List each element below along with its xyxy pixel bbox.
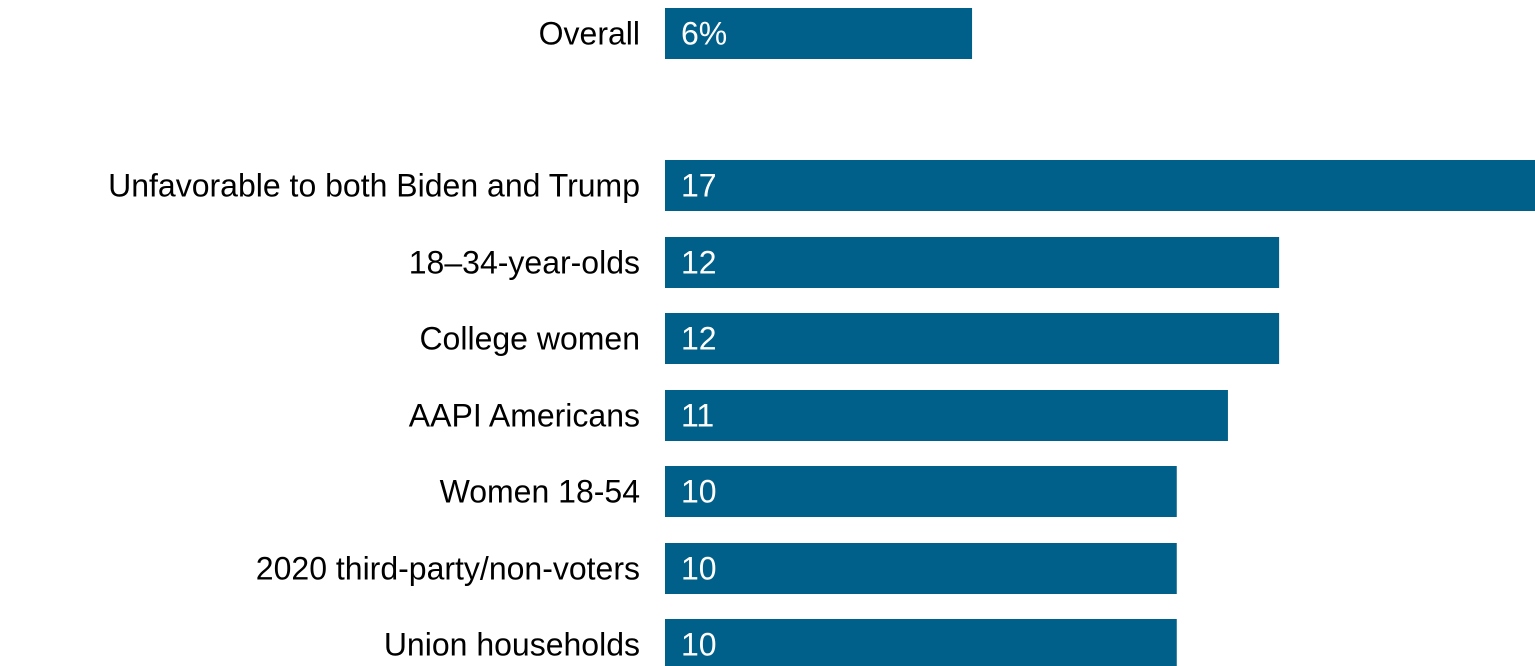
- bar-2: [665, 237, 1280, 288]
- category-label-1: Unfavorable to both Biden and Trump: [108, 168, 640, 204]
- value-label-1: 17: [681, 168, 717, 204]
- value-label-7: 10: [681, 627, 717, 663]
- bar-0: [665, 8, 973, 59]
- value-label-0: 6%: [681, 16, 727, 52]
- bar-4: [665, 390, 1228, 441]
- category-label-7: Union households: [384, 627, 640, 663]
- category-label-2: 18–34-year-olds: [409, 245, 640, 281]
- value-label-3: 12: [681, 321, 717, 357]
- value-label-2: 12: [681, 245, 717, 281]
- bar-3: [665, 313, 1280, 364]
- category-label-5: Women 18-54: [440, 474, 640, 510]
- value-label-4: 11: [681, 398, 714, 434]
- bar-1: [665, 160, 1535, 211]
- value-label-5: 10: [681, 474, 717, 510]
- value-label-6: 10: [681, 551, 717, 587]
- category-label-6: 2020 third-party/non-voters: [256, 551, 640, 587]
- category-label-0: Overall: [539, 16, 640, 52]
- category-label-3: College women: [419, 321, 640, 357]
- bar-5: [665, 466, 1177, 517]
- bar-6: [665, 543, 1177, 594]
- bar-7: [665, 619, 1177, 666]
- category-label-4: AAPI Americans: [409, 398, 640, 434]
